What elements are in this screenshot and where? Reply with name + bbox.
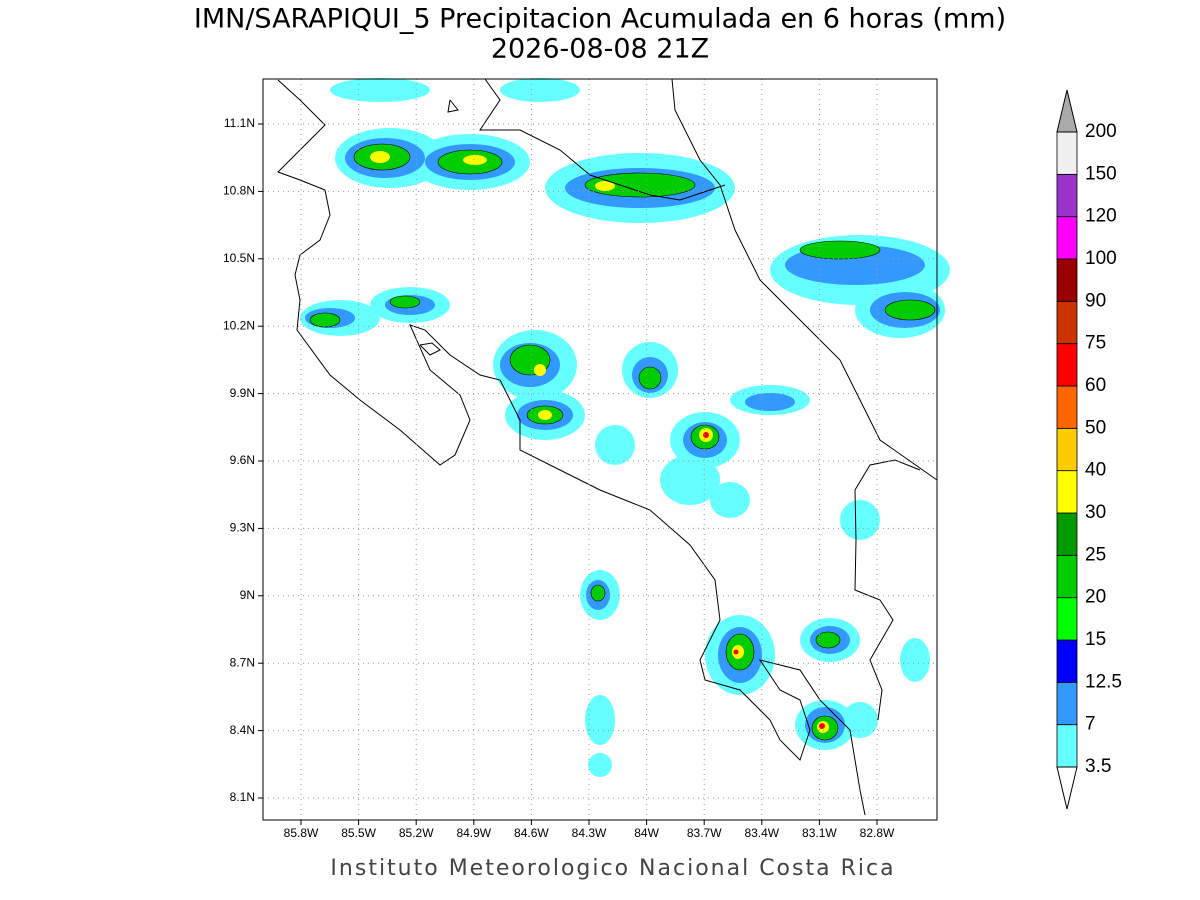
colorbar-label: 15	[1085, 629, 1106, 650]
colorbar-label: 150	[1085, 163, 1117, 184]
colorbar-segment	[1056, 724, 1078, 768]
colorbar-segment	[1056, 173, 1078, 218]
x-tick-label: 83.7W	[687, 826, 722, 840]
colorbar-segment	[1056, 385, 1078, 429]
x-tick-label: 84W	[634, 826, 659, 840]
colorbar-label: 40	[1085, 460, 1106, 481]
y-tick-label: 11.1N	[224, 116, 255, 130]
colorbar-label: 3.5	[1085, 756, 1111, 777]
y-tick-label: 10.2N	[223, 318, 255, 332]
x-tick-label: 83.4W	[744, 826, 779, 840]
colorbar-label: 200	[1085, 121, 1117, 142]
colorbar-segment	[1056, 343, 1078, 387]
x-tick-label: 84.3W	[572, 826, 607, 840]
colorbar-under	[1056, 766, 1078, 810]
y-tick-label: 9N	[240, 588, 255, 602]
colorbar-segment	[1056, 554, 1078, 599]
y-tick-label: 10.8N	[223, 184, 255, 198]
colorbar-label: 50	[1085, 417, 1106, 438]
y-tick-label: 8.1N	[230, 790, 255, 804]
colorbar-label: 120	[1085, 206, 1117, 227]
y-tick-label: 9.3N	[230, 521, 255, 535]
y-tick-label: 9.9N	[230, 386, 255, 400]
colorbar-segment	[1056, 681, 1078, 726]
x-tick-label: 85.8W	[284, 826, 319, 840]
colorbar-segment	[1056, 470, 1078, 514]
y-tick-label: 8.7N	[230, 655, 255, 669]
colorbar-segment	[1056, 427, 1078, 472]
y-tick-label: 9.6N	[230, 453, 255, 467]
subtitle: 2026-08-08 21Z	[491, 34, 709, 65]
colorbar-label: 100	[1085, 248, 1117, 269]
colorbar-label: 30	[1085, 502, 1106, 523]
colorbar-segment	[1056, 131, 1078, 175]
title: IMN/SARAPIQUI_5 Precipitacion Acumulada …	[194, 4, 1006, 35]
precipitation-field	[300, 78, 950, 777]
coastlines	[277, 78, 938, 816]
map-frame	[262, 78, 938, 821]
colorbar-label: 75	[1085, 333, 1106, 354]
x-tick-label: 85.2W	[399, 826, 434, 840]
colorbar-segment	[1056, 597, 1078, 641]
colorbar-segment	[1056, 216, 1078, 260]
x-tick-label: 82.8W	[860, 826, 895, 840]
colorbar-label: 20	[1085, 587, 1106, 608]
colorbar-over	[1056, 89, 1078, 133]
x-tick-label: 84.9W	[456, 826, 491, 840]
x-tick-label: 84.6W	[514, 826, 549, 840]
colorbar-segment	[1056, 300, 1078, 345]
y-tick-label: 10.5N	[223, 251, 255, 265]
colorbar-segment	[1056, 512, 1078, 556]
colorbar-label: 60	[1085, 375, 1106, 396]
x-tick-label: 83.1W	[802, 826, 837, 840]
colorbar-label: 25	[1085, 544, 1106, 565]
colorbar-label: 90	[1085, 290, 1106, 311]
x-tick-label: 85.5W	[341, 826, 376, 840]
colorbar-segment	[1056, 258, 1078, 302]
colorbar-segment	[1056, 639, 1078, 683]
footer: Instituto Meteorologico Nacional Costa R…	[330, 856, 895, 881]
colorbar-label: 12.5	[1085, 671, 1122, 692]
colorbar-label: 7	[1085, 714, 1096, 735]
y-tick-label: 8.4N	[230, 723, 255, 737]
